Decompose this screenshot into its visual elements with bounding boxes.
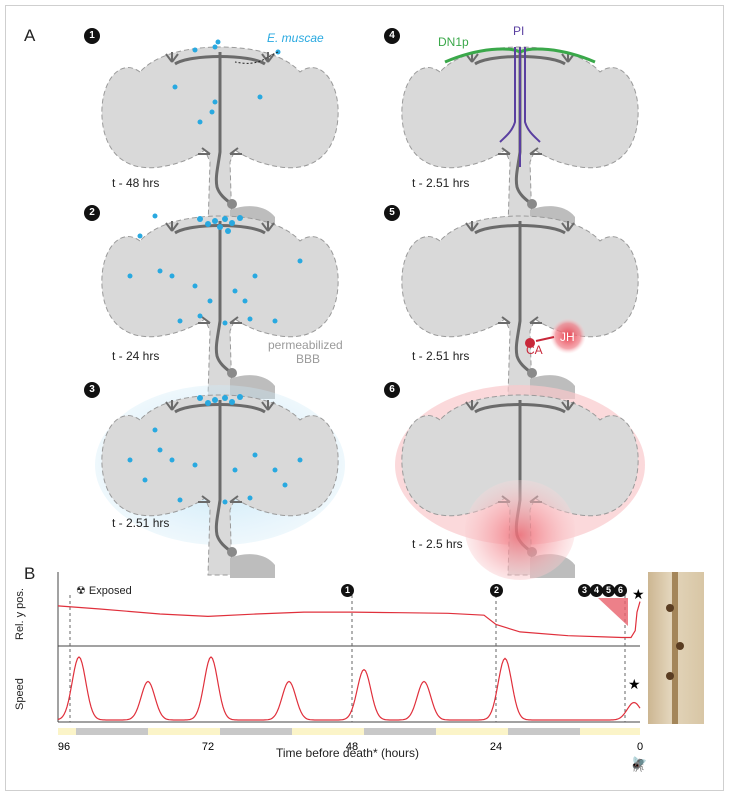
panel-b-label: B	[24, 564, 36, 583]
exposed-text: Exposed	[88, 585, 132, 597]
panel-2-marker: 2	[84, 205, 100, 221]
bbb-label: BBB	[296, 352, 321, 366]
marker-3: 3	[578, 584, 591, 597]
panel-1-marker: 1	[84, 28, 100, 44]
fly-2	[676, 642, 684, 650]
x-tick-3: 24	[490, 741, 502, 753]
panel-4-marker: 4	[384, 28, 400, 44]
fly-3	[666, 672, 674, 680]
fungal-cells	[127, 394, 303, 505]
death-star-top: ★	[632, 586, 645, 602]
pi-neurons	[499, 47, 541, 167]
panel-1-time: t - 48 hrs	[112, 176, 160, 190]
phase-bar-5	[364, 728, 436, 735]
panel-5-marker: 5	[384, 205, 400, 221]
panel-4-time: t - 2.51 hrs	[412, 176, 470, 190]
panel-3-time: t - 2.51 hrs	[112, 516, 170, 530]
panel-2-time: t - 24 hrs	[112, 349, 160, 363]
phase-bar-8	[580, 728, 640, 735]
panel-6-marker: 6	[384, 382, 400, 398]
x-tick-0: 96	[58, 741, 70, 753]
permeabilized-label: permeabilized	[268, 338, 343, 352]
marker-2: 2	[490, 584, 503, 597]
marker-6: 6	[614, 584, 627, 597]
fly-icon: 🪰	[630, 756, 648, 772]
phase-bar-0	[58, 728, 76, 735]
panel-6-time: t - 2.5 hrs	[412, 537, 463, 551]
brain-panel-1	[100, 39, 340, 232]
brain-panel-4	[400, 45, 640, 232]
x-axis-label: Time before death* (hours)	[276, 746, 419, 760]
ylabel-bottom: Speed	[14, 678, 26, 710]
panel-5-time: t - 2.51 hrs	[412, 349, 470, 363]
ylabel-top: Rel. y pos.	[14, 588, 26, 640]
fly-photo	[648, 572, 704, 724]
x-tick-1: 72	[202, 741, 214, 753]
corpora-allata	[525, 338, 535, 348]
marker-4: 4	[590, 584, 603, 597]
speed-trace	[57, 656, 641, 721]
panel-a-label: A	[24, 26, 36, 45]
event-lines	[69, 595, 626, 722]
dn1p-label: DN1p	[438, 35, 469, 49]
x-tick-2: 48	[346, 741, 358, 753]
x-ticks: 96 72 48 24 0	[58, 741, 643, 753]
panel-3-marker: 3	[84, 382, 100, 398]
behavior-plot: 96 72 48 24 0 ★ ★	[57, 572, 645, 753]
stick	[672, 572, 678, 724]
brain-panel-3	[95, 385, 345, 580]
pi-label: PI	[513, 24, 525, 38]
fungal-cells	[127, 213, 303, 326]
marker-1: 1	[341, 584, 354, 597]
exposed-label: ☢ Exposed	[76, 585, 132, 597]
fly-1	[666, 604, 674, 612]
phase-bar-6	[436, 728, 508, 735]
x-tick-4: 0	[637, 741, 643, 753]
phase-bar-7	[508, 728, 580, 735]
brain-panel-5	[400, 214, 640, 401]
brain-panel-6	[395, 385, 645, 580]
marker-5: 5	[602, 584, 615, 597]
jh-label: JH	[560, 330, 575, 344]
phase-bar-3	[220, 728, 292, 735]
e-muscae-label: E. muscae	[267, 31, 324, 45]
phase-bar-4	[292, 728, 364, 735]
jh-glow	[550, 318, 586, 354]
y-position-trace	[57, 601, 641, 639]
ca-label: CA	[526, 343, 543, 357]
phase-bar-1	[76, 728, 148, 735]
brain-panel-2	[100, 213, 340, 401]
late-wedge	[598, 598, 628, 626]
death-star-bottom: ★	[628, 676, 641, 692]
phase-bar-2	[148, 728, 220, 735]
light-dark-bar	[58, 728, 640, 735]
